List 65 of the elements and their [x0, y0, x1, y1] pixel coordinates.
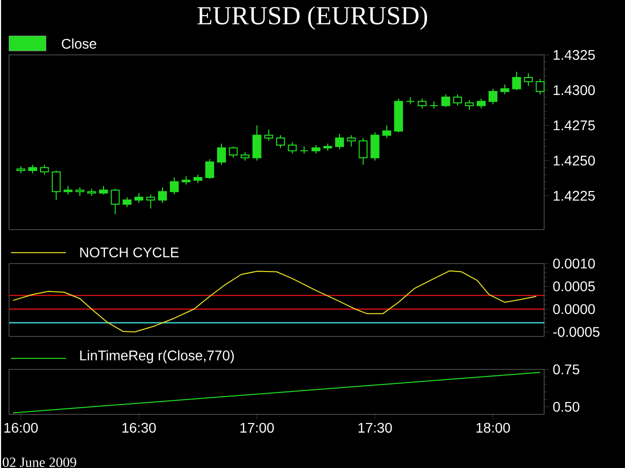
y-tick-label: 1.4325: [554, 50, 595, 60]
candlestick: [87, 188, 96, 196]
x-tick-label: 18:00: [476, 422, 510, 433]
legend-label: LinTimeReg r(Close,770): [80, 350, 234, 364]
y-tick-label: 0.0000: [553, 304, 595, 314]
candlestick: [252, 124, 262, 161]
candlestick: [52, 170, 61, 200]
y-tick-label: 1.4275: [554, 120, 595, 130]
candlestick: [122, 196, 132, 208]
line-series: [12, 270, 537, 332]
candlestick: [453, 94, 462, 106]
candlestick: [418, 98, 427, 109]
candlestick: [335, 133, 344, 150]
y-tick-label: -0.0005: [553, 326, 600, 337]
candlestick: [488, 88, 498, 105]
candlestick: [288, 142, 297, 154]
candlestick: [240, 152, 250, 161]
candlestick: [28, 164, 38, 174]
candlestick: [394, 98, 403, 133]
candlestick: [311, 144, 320, 154]
x-tick-label: 17:30: [358, 422, 392, 433]
candlestick: [512, 71, 522, 91]
candlestick: [75, 186, 84, 196]
candlestick: [205, 158, 214, 180]
candlestick: [228, 146, 238, 158]
candlestick: [323, 143, 332, 152]
candlestick: [382, 124, 392, 138]
candlestick: [430, 100, 438, 109]
candlestick: [300, 146, 309, 154]
y-tick-label: 1.4300: [554, 85, 595, 95]
candlestick: [193, 174, 202, 184]
candlestick: [40, 164, 49, 176]
y-tick-label: 1.4225: [554, 190, 595, 201]
candlestick: [146, 194, 156, 209]
candlestick: [346, 134, 356, 147]
x-tick-label: 16:30: [122, 422, 156, 433]
candlestick: [464, 99, 474, 110]
candlestick: [370, 132, 380, 161]
y-tick-label: 0.0010: [553, 258, 595, 268]
candlestick: [170, 176, 179, 195]
y-tick-label: 0.0005: [553, 281, 595, 292]
candlestick: [441, 94, 450, 108]
chart-title: EURUSD (EURUSD): [198, 6, 428, 30]
candlestick: [406, 96, 415, 105]
y-tick-label: 0.75: [553, 364, 580, 374]
y-tick-label: 1.4250: [554, 156, 595, 166]
candlestick: [64, 185, 72, 195]
candlestick: [134, 192, 144, 204]
candlestick: [358, 137, 368, 166]
candlestick: [16, 166, 26, 174]
x-tick-label: 16:00: [4, 422, 38, 433]
legend-label: NOTCH CYCLE: [80, 247, 179, 258]
legend-label: Close: [62, 38, 96, 49]
candlestick: [158, 186, 167, 204]
candlestick: [524, 72, 533, 86]
candlestick: [217, 143, 226, 166]
candlestick: [264, 128, 274, 142]
candlestick: [276, 134, 285, 148]
x-tick-label: 17:00: [240, 422, 274, 433]
candlestick: [500, 84, 510, 95]
y-tick-label: 0.50: [553, 402, 580, 412]
text: 02 June 2009: [2, 457, 76, 467]
candlestick: [536, 78, 545, 95]
candlestick: [99, 185, 108, 195]
candlestick: [476, 98, 486, 109]
